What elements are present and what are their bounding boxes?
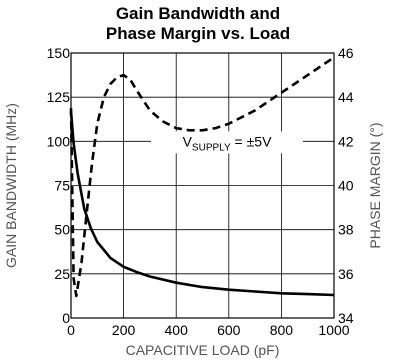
plot-frame xyxy=(70,52,335,319)
y-tick-label: 25 xyxy=(54,266,70,282)
y-tick-label: 50 xyxy=(54,222,70,238)
y-tick-label: 125 xyxy=(47,89,71,105)
x-tick-label: 400 xyxy=(165,322,189,338)
phase-margin-line xyxy=(69,56,335,298)
annotation-rest: = ±5V xyxy=(231,133,272,149)
x-tick-label: 800 xyxy=(270,322,294,338)
y-tick-label: 75 xyxy=(54,178,70,194)
chart-title-line-2: Phase Margin vs. Load xyxy=(106,24,290,43)
x-tick-label: 600 xyxy=(217,322,241,338)
bottom-tick-labels: 0 200 400 600 800 1000 xyxy=(67,322,350,338)
gain-bandwidth-line xyxy=(69,111,335,297)
y2-tick-label: 44 xyxy=(338,89,354,105)
y-tick-label: 100 xyxy=(47,133,71,149)
annotation-main: V xyxy=(183,133,193,149)
x-tick-label: 200 xyxy=(112,322,136,338)
left-tick-labels: 0 25 50 75 100 125 150 xyxy=(47,45,71,326)
y2-axis-label: PHASE MARGIN (°) xyxy=(367,122,383,248)
annotation-background xyxy=(151,131,303,154)
x-axis-label: CAPACITIVE LOAD (pF) xyxy=(126,342,280,358)
y-tick-label: 0 xyxy=(62,310,70,326)
annotation-text: VSUPPLY = ±5V xyxy=(183,133,273,153)
series-layer xyxy=(69,56,335,298)
annotation-sub: SUPPLY xyxy=(192,142,231,153)
y2-tick-label: 40 xyxy=(338,178,354,194)
supply-annotation: VSUPPLY = ±5V xyxy=(151,131,303,154)
y2-tick-label: 46 xyxy=(338,45,354,61)
y2-tick-label: 36 xyxy=(338,266,354,282)
right-tick-labels: 34 36 38 40 42 44 46 xyxy=(338,45,354,326)
grid xyxy=(71,53,334,318)
x-tick-label: 1000 xyxy=(318,322,349,338)
y2-tick-label: 42 xyxy=(338,133,354,149)
y-axis-label: GAIN BANDWIDTH (MHz) xyxy=(3,103,19,268)
x-tick-label: 0 xyxy=(67,322,75,338)
chart-title-line-1: Gain Bandwidth and xyxy=(116,4,280,23)
y2-tick-label: 38 xyxy=(338,222,354,238)
y-tick-label: 150 xyxy=(47,45,71,61)
y2-tick-label: 34 xyxy=(338,310,354,326)
